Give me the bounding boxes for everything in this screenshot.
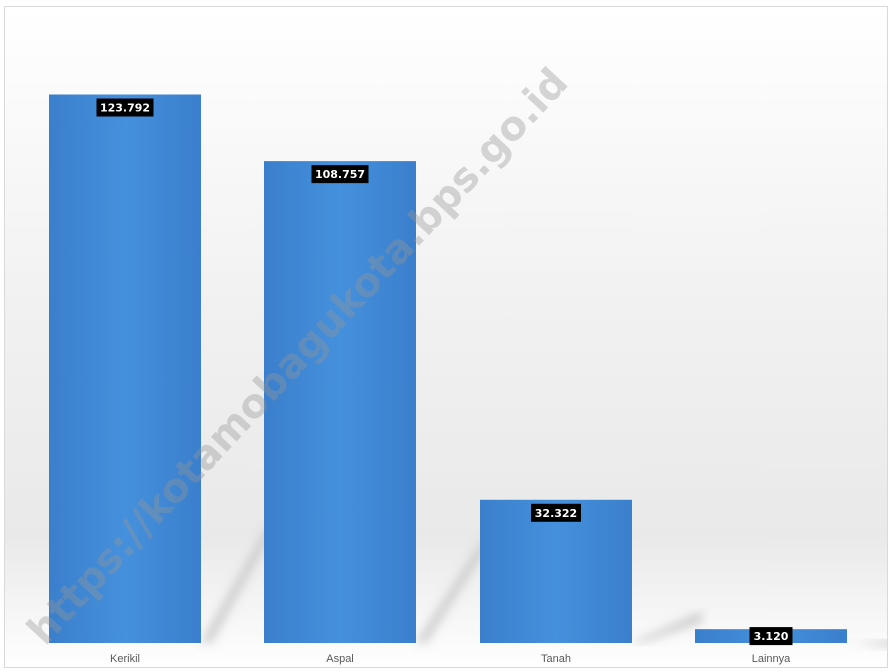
value-label-box bbox=[749, 627, 793, 646]
bar-shadow bbox=[847, 641, 887, 647]
bar-tanah bbox=[480, 499, 632, 643]
category-label: Kerikil bbox=[110, 653, 140, 665]
bar-shadow bbox=[416, 536, 486, 643]
value-label-box bbox=[311, 165, 369, 184]
category-label: Lainnya bbox=[752, 653, 791, 665]
chart-frame: 123.792 108.757 32.322 3.120 Kerikil Aspal Ta… bbox=[4, 6, 888, 668]
category-label: Aspal bbox=[326, 653, 354, 665]
value-label-box bbox=[96, 98, 154, 117]
bar-shadow bbox=[201, 522, 271, 643]
value-label: 32.322 bbox=[535, 507, 577, 520]
category-label: Tanah bbox=[541, 653, 571, 665]
bar-shadow bbox=[632, 611, 702, 643]
value-label: 123.792 bbox=[100, 102, 150, 115]
value-label: 108.757 bbox=[315, 168, 365, 181]
value-label: 3.120 bbox=[754, 630, 789, 643]
value-label-box bbox=[531, 503, 581, 522]
bar-kerikil bbox=[49, 94, 201, 643]
bar-chart: 123.792 108.757 32.322 3.120 Kerikil Aspal Ta… bbox=[5, 7, 887, 667]
bar-aspal bbox=[264, 161, 416, 643]
